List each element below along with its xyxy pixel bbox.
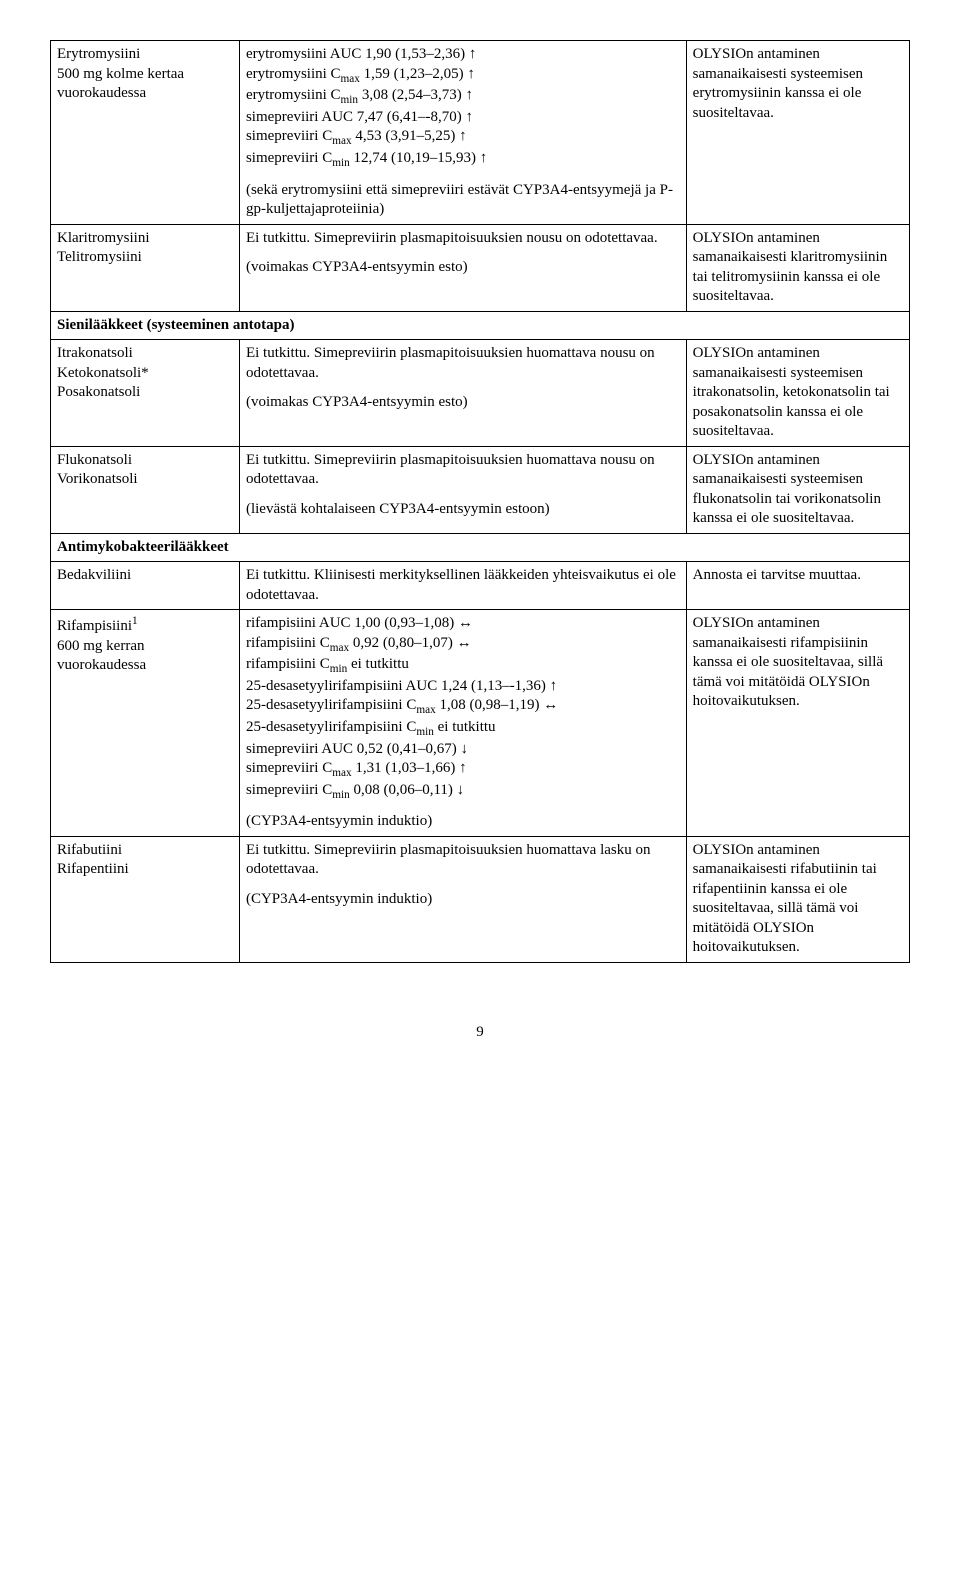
interaction-details-cell: Ei tutkittu. Kliinisesti merkitykselline… xyxy=(239,562,686,610)
detail-paragraph: Ei tutkittu. Simepreviirin plasmapitoisu… xyxy=(246,841,680,880)
recommendation-cell: OLYSIOn antaminen samanaikaisesti systee… xyxy=(686,41,909,225)
detail-paragraph: (sekä erytromysiini että simepreviiri es… xyxy=(246,181,680,220)
interaction-details-cell: Ei tutkittu. Simepreviirin plasmapitoisu… xyxy=(239,340,686,447)
table-row: ItrakonatsoliKetokonatsoli*Posakonatsoli… xyxy=(51,340,910,447)
table-row: FlukonatsoliVorikonatsoliEi tutkittu. Si… xyxy=(51,446,910,533)
recommendation-cell: OLYSIOn antaminen samanaikaisesti systee… xyxy=(686,446,909,533)
detail-paragraph: rifampisiini AUC 1,00 (0,93–1,08) ↔rifam… xyxy=(246,614,680,802)
page-number: 9 xyxy=(50,1023,910,1043)
section-header-cell: Antimykobakteerilääkkeet xyxy=(51,533,910,562)
drug-name-cell: Bedakviliini xyxy=(51,562,240,610)
recommendation-cell: OLYSIOn antaminen samanaikaisesti systee… xyxy=(686,340,909,447)
interaction-details-cell: Ei tutkittu. Simepreviirin plasmapitoisu… xyxy=(239,224,686,311)
recommendation-cell: Annosta ei tarvitse muuttaa. xyxy=(686,562,909,610)
recommendation-cell: OLYSIOn antaminen samanaikaisesti rifabu… xyxy=(686,836,909,962)
detail-paragraph: (CYP3A4-entsyymin induktio) xyxy=(246,890,680,910)
table-row: BedakviliiniEi tutkittu. Kliinisesti mer… xyxy=(51,562,910,610)
interaction-details-cell: rifampisiini AUC 1,00 (0,93–1,08) ↔rifam… xyxy=(239,610,686,837)
table-row: KlaritromysiiniTelitromysiini Ei tutkittu… xyxy=(51,224,910,311)
table-row: Sienilääkkeet (systeeminen antotapa) xyxy=(51,311,910,340)
section-header-cell: Sienilääkkeet (systeeminen antotapa) xyxy=(51,311,910,340)
detail-paragraph: Ei tutkittu. Simepreviirin plasmapitoisu… xyxy=(246,229,680,249)
drug-name-cell: KlaritromysiiniTelitromysiini xyxy=(51,224,240,311)
detail-paragraph: (voimakas CYP3A4-entsyymin esto) xyxy=(246,258,680,278)
recommendation-cell: OLYSIOn antaminen samanaikaisesti klarit… xyxy=(686,224,909,311)
detail-paragraph: erytromysiini AUC 1,90 (1,53–2,36) ↑eryt… xyxy=(246,45,680,171)
detail-paragraph: (CYP3A4-entsyymin induktio) xyxy=(246,812,680,832)
drug-name-cell: RifabutiiniRifapentiini xyxy=(51,836,240,962)
drug-interaction-table: Erytromysiini500 mg kolme kertaa vuoroka… xyxy=(50,40,910,963)
table-row: RifabutiiniRifapentiiniEi tutkittu. Sime… xyxy=(51,836,910,962)
interaction-details-cell: erytromysiini AUC 1,90 (1,53–2,36) ↑eryt… xyxy=(239,41,686,225)
detail-paragraph: (voimakas CYP3A4-entsyymin esto) xyxy=(246,393,680,413)
table-row: Antimykobakteerilääkkeet xyxy=(51,533,910,562)
detail-paragraph: Ei tutkittu. Kliinisesti merkitykselline… xyxy=(246,566,680,605)
table-row: Erytromysiini500 mg kolme kertaa vuoroka… xyxy=(51,41,910,225)
detail-paragraph: (lievästä kohtalaiseen CYP3A4-entsyymin … xyxy=(246,500,680,520)
table-row: Rifampisiini1600 mg kerran vuorokaudessa… xyxy=(51,610,910,837)
drug-name-cell: FlukonatsoliVorikonatsoli xyxy=(51,446,240,533)
drug-name-cell: Erytromysiini500 mg kolme kertaa vuoroka… xyxy=(51,41,240,225)
drug-name-cell: Rifampisiini1600 mg kerran vuorokaudessa xyxy=(51,610,240,837)
detail-paragraph: Ei tutkittu. Simepreviirin plasmapitoisu… xyxy=(246,344,680,383)
recommendation-cell: OLYSIOn antaminen samanaikaisesti rifamp… xyxy=(686,610,909,837)
detail-paragraph: Ei tutkittu. Simepreviirin plasmapitoisu… xyxy=(246,451,680,490)
interaction-details-cell: Ei tutkittu. Simepreviirin plasmapitoisu… xyxy=(239,836,686,962)
interaction-details-cell: Ei tutkittu. Simepreviirin plasmapitoisu… xyxy=(239,446,686,533)
drug-name-cell: ItrakonatsoliKetokonatsoli*Posakonatsoli xyxy=(51,340,240,447)
